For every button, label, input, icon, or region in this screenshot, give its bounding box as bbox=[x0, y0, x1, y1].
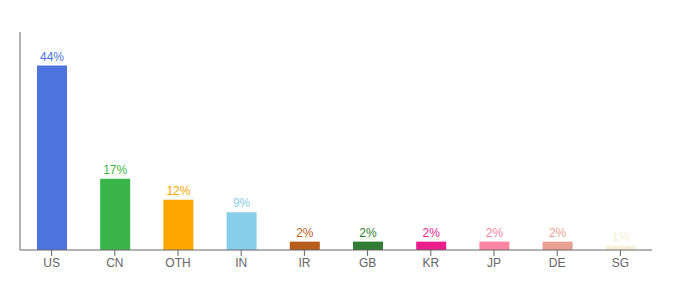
svg-text:OTH: OTH bbox=[165, 256, 190, 270]
svg-text:KR: KR bbox=[422, 256, 439, 270]
svg-text:44%: 44% bbox=[40, 50, 64, 64]
svg-text:CN: CN bbox=[106, 256, 123, 270]
svg-text:2%: 2% bbox=[296, 226, 314, 240]
svg-text:9%: 9% bbox=[233, 196, 251, 210]
svg-text:GB: GB bbox=[359, 256, 376, 270]
svg-text:DE: DE bbox=[549, 256, 566, 270]
svg-text:JP: JP bbox=[487, 256, 501, 270]
svg-text:US: US bbox=[43, 256, 60, 270]
svg-text:IN: IN bbox=[235, 256, 247, 270]
svg-text:1%: 1% bbox=[612, 230, 630, 244]
svg-text:2%: 2% bbox=[549, 226, 567, 240]
svg-text:IR: IR bbox=[298, 256, 310, 270]
svg-text:2%: 2% bbox=[486, 226, 504, 240]
svg-text:2%: 2% bbox=[423, 226, 441, 240]
svg-text:17%: 17% bbox=[103, 163, 127, 177]
svg-text:2%: 2% bbox=[359, 226, 377, 240]
svg-text:SG: SG bbox=[612, 256, 629, 270]
svg-text:12%: 12% bbox=[166, 184, 190, 198]
